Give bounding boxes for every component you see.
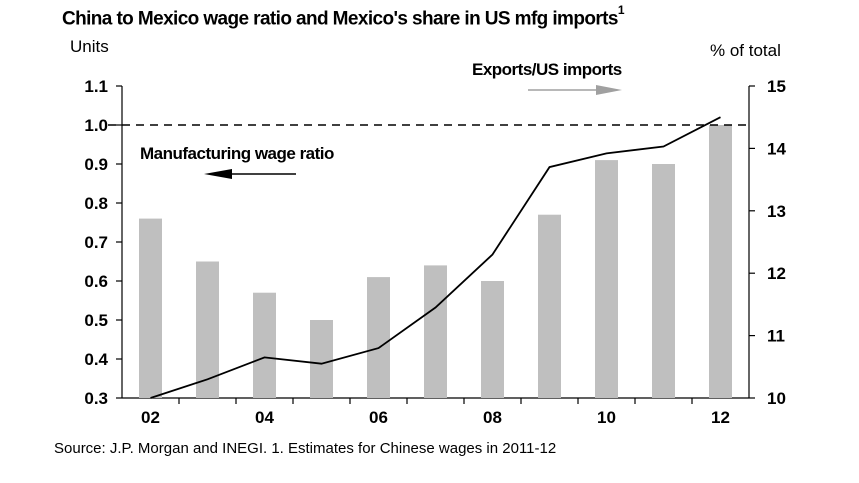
exports-share-line xyxy=(150,116,721,399)
right-arrow-icon xyxy=(596,85,622,95)
wage-ratio-bar xyxy=(595,160,618,398)
right-axis-unit: % of total xyxy=(710,41,781,60)
wage-ratio-bar xyxy=(139,218,162,398)
annotations: Manufacturing wage ratio Exports/US impo… xyxy=(140,60,622,179)
wage-ratio-bar xyxy=(310,320,333,398)
left-y-tick-label: 0.4 xyxy=(84,350,108,369)
left-y-tick-label: 0.8 xyxy=(84,194,108,213)
source-note: Source: J.P. Morgan and INEGI. 1. Estima… xyxy=(54,440,557,457)
wage-ratio-bar xyxy=(253,292,276,398)
x-tick-label: 08 xyxy=(483,408,502,427)
title-footnote-marker: 1 xyxy=(617,3,625,17)
x-tick-label: 04 xyxy=(255,408,274,427)
left-y-tick-label: 0.9 xyxy=(84,155,108,174)
right-y-ticks: 10 11 12 13 14 15 xyxy=(749,77,786,408)
left-y-tick-label: 1.1 xyxy=(84,77,108,96)
right-y-tick-label: 13 xyxy=(767,202,786,221)
wage-ratio-bar xyxy=(709,125,732,398)
left-y-tick-label: 1.0 xyxy=(84,116,108,135)
chart-title: China to Mexico wage ratio and Mexico's … xyxy=(62,3,625,30)
x-ticks: 02 04 06 08 10 12 xyxy=(141,398,730,427)
left-y-tick-label: 0.5 xyxy=(84,311,108,330)
right-y-tick-label: 14 xyxy=(767,139,786,158)
x-tick-label: 10 xyxy=(597,408,616,427)
combo-chart: 0.3 0.4 0.5 0.6 0.7 0.8 0.9 1.0 1.1 10 11 12 13 14 15… xyxy=(84,60,786,427)
right-y-tick-label: 12 xyxy=(767,264,786,283)
left-axis-unit: Units xyxy=(70,37,109,56)
wage-ratio-bars xyxy=(139,125,732,398)
wage-ratio-bar xyxy=(481,281,504,398)
annotation-wage-ratio: Manufacturing wage ratio xyxy=(140,144,334,163)
wage-ratio-bar xyxy=(367,277,390,398)
left-y-tick-label: 0.3 xyxy=(84,389,108,408)
left-y-tick-label: 0.6 xyxy=(84,272,108,291)
left-y-tick-label: 0.7 xyxy=(84,233,108,252)
right-y-tick-label: 10 xyxy=(767,389,786,408)
wage-ratio-bar xyxy=(196,261,219,398)
right-y-tick-label: 15 xyxy=(767,77,786,96)
x-tick-label: 02 xyxy=(141,408,160,427)
x-tick-label: 12 xyxy=(711,408,730,427)
annotation-exports-share: Exports/US imports xyxy=(472,60,622,79)
left-y-ticks: 0.3 0.4 0.5 0.6 0.7 0.8 0.9 1.0 1.1 xyxy=(84,77,122,408)
right-y-tick-label: 11 xyxy=(767,327,785,346)
left-arrow-icon xyxy=(204,169,232,179)
x-tick-label: 06 xyxy=(369,408,388,427)
wage-ratio-bar xyxy=(538,214,561,398)
wage-ratio-bar xyxy=(424,265,447,398)
wage-ratio-bar xyxy=(652,164,675,398)
